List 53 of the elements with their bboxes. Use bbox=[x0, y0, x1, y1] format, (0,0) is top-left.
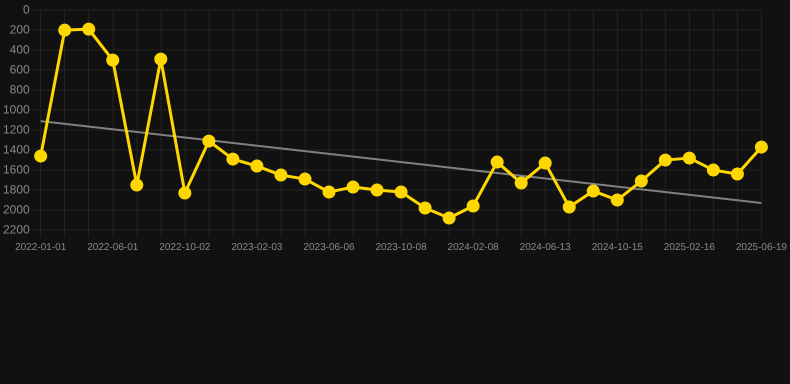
point bbox=[82, 22, 96, 36]
y-tick-label: 400 bbox=[10, 42, 30, 56]
point bbox=[586, 184, 600, 198]
point bbox=[130, 178, 144, 192]
y-tick-label: 600 bbox=[10, 62, 30, 76]
y-tick-label: 800 bbox=[10, 82, 30, 96]
y-tick-label: 1000 bbox=[2, 102, 30, 116]
x-tick-label: 2025-06-19 bbox=[736, 242, 788, 253]
point bbox=[298, 172, 312, 186]
y-tick-label: 1800 bbox=[2, 182, 30, 196]
x-tick-label: 2024-06-13 bbox=[520, 242, 572, 253]
x-tick-label: 2025-02-16 bbox=[664, 242, 716, 253]
point bbox=[682, 152, 696, 165]
x-tick-label: 2022-10-02 bbox=[159, 242, 211, 253]
point bbox=[514, 176, 528, 190]
x-tick-label: 2024-02-08 bbox=[448, 242, 500, 253]
point bbox=[394, 186, 408, 199]
point bbox=[250, 160, 264, 173]
y-tick-label: 1200 bbox=[2, 122, 30, 136]
point bbox=[490, 156, 504, 169]
point bbox=[466, 200, 480, 213]
x-tick-label: 2023-02-03 bbox=[231, 242, 283, 253]
x-tick-label: 2023-06-06 bbox=[303, 242, 355, 253]
point bbox=[274, 168, 288, 182]
y-tick-label: 1400 bbox=[2, 142, 30, 156]
point bbox=[562, 200, 576, 214]
point bbox=[346, 180, 360, 194]
x-tick-label: 2022-01-01 bbox=[15, 242, 67, 253]
x-tick-label: 2023-10-08 bbox=[375, 242, 428, 253]
point bbox=[442, 212, 456, 225]
point bbox=[754, 140, 768, 154]
x-tick-label: 2022-06-01 bbox=[87, 242, 139, 253]
point bbox=[322, 186, 336, 199]
point bbox=[202, 134, 216, 148]
x-tick-label: 2024-10-15 bbox=[592, 242, 644, 253]
point bbox=[226, 152, 240, 166]
y-tick-label: 2200 bbox=[2, 222, 30, 236]
y-tick-label: 0 bbox=[23, 2, 30, 17]
point bbox=[154, 52, 168, 66]
point bbox=[370, 184, 384, 197]
point bbox=[706, 164, 720, 177]
y-tick-label: 1600 bbox=[2, 162, 30, 176]
point bbox=[730, 168, 744, 181]
y-tick-label: 2000 bbox=[2, 202, 30, 216]
point bbox=[58, 24, 72, 37]
y-tick-label: 200 bbox=[10, 22, 30, 36]
point bbox=[418, 202, 432, 215]
point bbox=[538, 156, 552, 170]
point bbox=[610, 194, 624, 207]
point bbox=[106, 54, 120, 67]
point bbox=[634, 174, 648, 188]
point bbox=[178, 186, 192, 200]
point bbox=[658, 154, 672, 167]
